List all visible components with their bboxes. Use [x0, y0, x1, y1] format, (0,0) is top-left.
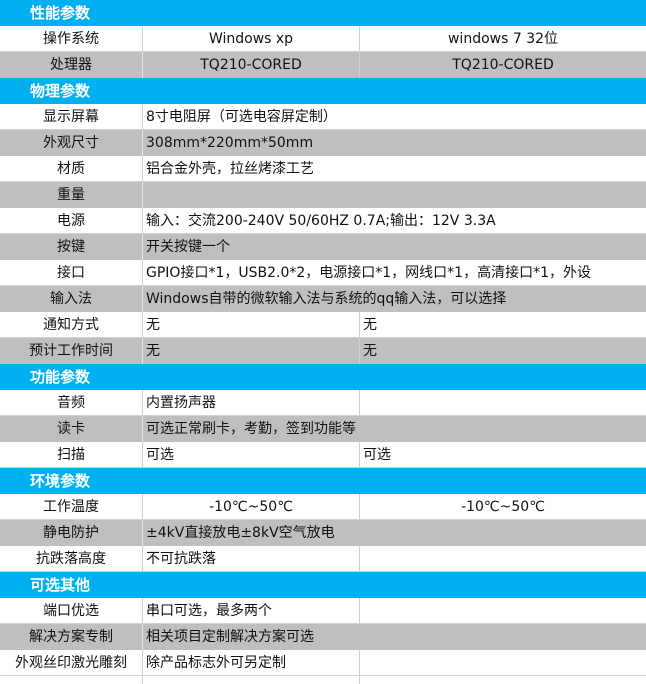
row-value-2: 可选: [363, 447, 391, 463]
row-value: 8寸电阻屏（可选电容屏定制）: [146, 109, 337, 125]
row-label: 外观丝印激光雕刻: [0, 650, 143, 675]
row-value: 相关项目定制解决方案可选: [146, 629, 314, 645]
table-row: 端口优选 串口可选，最多两个: [0, 598, 646, 624]
row-value-1: -10℃~50℃: [143, 494, 360, 519]
row-label: 电源: [0, 208, 143, 233]
row-value: [143, 182, 646, 208]
section-title: 物理参数: [30, 82, 91, 100]
table-row: 材质 铝合金外壳，拉丝烤漆工艺: [0, 156, 646, 182]
section-header: 功能参数: [0, 364, 646, 390]
table-row: 预计工作时间无无: [0, 338, 646, 364]
row-label: 接口: [0, 260, 143, 285]
row-label: 扫描: [0, 442, 143, 467]
row-value-2: [360, 598, 646, 623]
table-row: 解决方案专制 相关项目定制解决方案可选: [0, 624, 646, 650]
section-title: 功能参数: [30, 368, 91, 386]
row-label: 操作系统: [0, 26, 143, 51]
table-row: 显示屏幕 8寸电阻屏（可选电容屏定制）: [0, 104, 646, 130]
row-label: 工作温度: [0, 494, 143, 519]
section-header: 可选其他: [0, 572, 646, 598]
row-value: 输入：交流200-240V 50/60HZ 0.7A;输出：12V 3.3A: [146, 213, 496, 229]
section-header: 环境参数: [0, 468, 646, 494]
table-tail: [0, 676, 646, 684]
table-row: 电源 输入：交流200-240V 50/60HZ 0.7A;输出：12V 3.3A: [0, 208, 646, 234]
table-row: 音频 内置扬声器: [0, 390, 646, 416]
table-row: 按键 开关按键一个: [0, 234, 646, 260]
row-value-1: 不可抗跌落: [143, 546, 360, 571]
row-value: GPIO接口*1，USB2.0*2，电源接口*1，网线口*1，高清接口*1，外设: [146, 265, 591, 281]
row-value-2: 无: [363, 343, 377, 359]
table-row: 外观丝印激光雕刻 除产品标志外可另定制: [0, 650, 646, 676]
row-label: 材质: [0, 156, 143, 181]
row-label: 读卡: [0, 416, 143, 442]
table-row: 输入法 Windows自带的微软输入法与系统的qq输入法，可以选择: [0, 286, 646, 312]
row-value-2: [360, 650, 646, 675]
row-value: 可选正常刷卡，考勤，签到功能等: [146, 421, 356, 437]
row-value: Windows自带的微软输入法与系统的qq输入法，可以选择: [146, 291, 507, 307]
row-label: 按键: [0, 234, 143, 260]
row-value: 铝合金外壳，拉丝烤漆工艺: [146, 161, 314, 177]
row-value-1: TQ210-CORED: [143, 52, 360, 78]
row-value: 开关按键一个: [146, 239, 230, 255]
section-header: 物理参数: [0, 78, 646, 104]
table-row: 扫描 可选 可选: [0, 442, 646, 468]
row-value-1: 除产品标志外可另定制: [143, 650, 360, 675]
row-label: 静电防护: [0, 520, 143, 546]
section-title: 环境参数: [30, 472, 91, 490]
row-label: 显示屏幕: [0, 104, 143, 129]
section-header: 性能参数: [0, 0, 646, 26]
table-row: 外观尺寸 308mm*220mm*50mm: [0, 130, 646, 156]
row-value-2: -10℃~50℃: [461, 499, 545, 515]
row-value-1: 可选: [143, 442, 360, 467]
table-row: 重量: [0, 182, 646, 208]
row-label: 解决方案专制: [0, 624, 143, 650]
row-value: 308mm*220mm*50mm: [146, 135, 314, 151]
row-value-2: 无: [363, 317, 377, 333]
row-label: 端口优选: [0, 598, 143, 623]
table-row: 接口 GPIO接口*1，USB2.0*2，电源接口*1，网线口*1，高清接口*1，…: [0, 260, 646, 286]
section-title: 可选其他: [30, 576, 91, 594]
row-label: 处理器: [0, 52, 143, 78]
table-row: 静电防护 ±4kV直接放电±8kV空气放电: [0, 520, 646, 546]
table-row: 通知方式无无: [0, 312, 646, 338]
row-label: 通知方式: [0, 312, 143, 337]
table-row: 工作温度 -10℃~50℃ -10℃~50℃: [0, 494, 646, 520]
row-value-1: 串口可选，最多两个: [143, 598, 360, 623]
row-label: 重量: [0, 182, 143, 208]
row-label: 音频: [0, 390, 143, 415]
divider: [143, 676, 360, 684]
row-value: ±4kV直接放电±8kV空气放电: [146, 525, 335, 541]
row-value-1: 无: [143, 312, 360, 337]
row-value-2: windows 7 32位: [447, 31, 559, 47]
row-value-1: 无: [143, 338, 360, 364]
table-row: 读卡 可选正常刷卡，考勤，签到功能等: [0, 416, 646, 442]
row-value-1: Windows xp: [143, 26, 360, 51]
row-value-2: TQ210-CORED: [452, 57, 554, 73]
row-label: 外观尺寸: [0, 130, 143, 156]
row-value-2: [360, 546, 646, 571]
row-label: 抗跌落高度: [0, 546, 143, 571]
row-value-2: [360, 390, 646, 415]
table-row: 操作系统 Windows xp windows 7 32位: [0, 26, 646, 52]
row-label: 输入法: [0, 286, 143, 312]
row-label: 预计工作时间: [0, 338, 143, 364]
row-value-1: 内置扬声器: [143, 390, 360, 415]
section-title: 性能参数: [30, 4, 91, 22]
table-row: 抗跌落高度 不可抗跌落: [0, 546, 646, 572]
table-row: 处理器 TQ210-CORED TQ210-CORED: [0, 52, 646, 78]
divider: [0, 676, 143, 684]
